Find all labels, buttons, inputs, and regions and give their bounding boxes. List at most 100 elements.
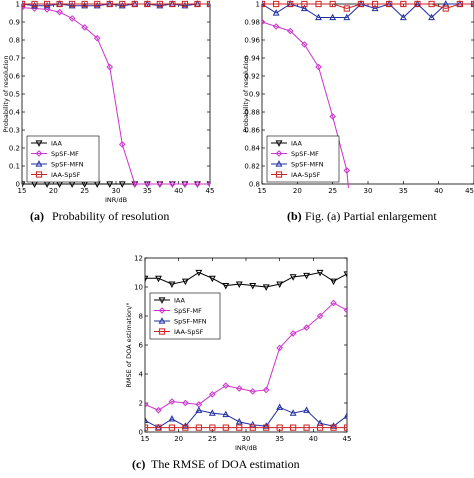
series-iaa-spsf-point xyxy=(371,0,379,8)
x-tick-label: 35 xyxy=(399,187,408,195)
series-spsf-mf-point xyxy=(276,344,283,352)
y-axis-label: RMSE of DOA estimation/° xyxy=(125,302,133,387)
y-axis-label: Probability of resolution xyxy=(242,55,250,132)
series-iaa-point xyxy=(208,275,216,283)
x-axis-label: INR/dB xyxy=(235,444,257,452)
legend-spsf-mfn-label: SpSF-MFN xyxy=(291,160,324,168)
series-spsf-mfn-point xyxy=(300,4,308,12)
series-spsf-mfn-point xyxy=(68,1,76,9)
series-iaa-spsf-point xyxy=(343,424,347,431)
series-iaa-spsf-point xyxy=(69,0,76,8)
series-spsf-mf-point xyxy=(81,24,88,31)
x-tick-label: 35 xyxy=(143,187,152,195)
series-spsf-mf-point xyxy=(249,388,257,395)
legend-spsf-mf-label: SpSF-MF xyxy=(291,150,319,158)
y-tick-label: 0.82 xyxy=(244,163,260,171)
series-iaa-spsf-point xyxy=(155,424,162,431)
series-spsf-mfn-point xyxy=(272,9,280,16)
y-tick-label: 0.4 xyxy=(9,109,21,117)
series-iaa-spsf-point xyxy=(330,424,337,431)
series-spsf-mf-point xyxy=(289,330,297,337)
series-spsf-mfn-point xyxy=(43,1,51,9)
series-spsf-mf-line xyxy=(145,302,347,411)
legend-iaa-spsf-marker xyxy=(35,171,43,178)
legend-iaa-marker xyxy=(35,140,43,147)
y-tick-label: 0.6 xyxy=(9,73,21,81)
series-spsf-mfn-point xyxy=(330,422,337,429)
y-tick-label: 0.5 xyxy=(9,91,20,99)
series-iaa-spsf-point xyxy=(470,0,474,8)
series-iaa-point xyxy=(155,275,162,283)
series-spsf-mf-line xyxy=(22,7,210,185)
series-spsf-mf-point xyxy=(316,312,324,320)
series-spsf-mf-point xyxy=(106,63,114,71)
y-tick-label: 0.2 xyxy=(9,145,20,153)
x-tick-label: 30 xyxy=(112,187,121,195)
series-iaa-spsf-point xyxy=(194,0,201,8)
series-spsf-mf-point xyxy=(144,180,151,188)
legend-iaa-spsf-label: IAA-SpSF xyxy=(174,328,204,336)
series-spsf-mfn-point xyxy=(118,1,126,9)
series-iaa-point xyxy=(289,274,297,281)
y-tick-label: 0.94 xyxy=(244,55,260,63)
series-spsf-mfn-point xyxy=(208,409,216,416)
series-iaa-spsf-line xyxy=(262,3,474,10)
series-iaa-point xyxy=(181,278,189,286)
series-iaa-spsf-point xyxy=(262,0,266,8)
y-tick-label: 0 xyxy=(16,181,20,189)
legend-spsf-mf-marker xyxy=(158,307,166,314)
series-spsf-mf-point xyxy=(169,180,176,188)
series-iaa-spsf-point xyxy=(106,0,113,8)
y-tick-label: 0.88 xyxy=(244,109,260,117)
series-spsf-mfn-point xyxy=(235,417,243,425)
caption-b-text: Fig. (a) Partial enlargement xyxy=(305,209,437,223)
series-spsf-mf-point xyxy=(145,401,149,408)
series-iaa-spsf-point xyxy=(343,5,350,12)
legend-spsf-mf-marker xyxy=(275,150,283,157)
series-spsf-mf-point xyxy=(330,299,337,307)
x-tick-label: 30 xyxy=(242,435,251,443)
series-spsf-mfn-line xyxy=(145,406,347,429)
series-iaa-spsf-point xyxy=(209,424,216,431)
series-spsf-mf-point xyxy=(329,113,336,120)
y-tick-label: 0.8 xyxy=(249,181,260,189)
series-layer xyxy=(22,0,210,188)
series-iaa-spsf-point xyxy=(386,0,393,8)
x-tick-label: 30 xyxy=(364,187,373,195)
y-tick-label: 0.96 xyxy=(244,37,260,45)
series-spsf-mfn-point xyxy=(81,1,89,9)
series-spsf-mfn-point xyxy=(222,410,230,418)
series-iaa-spsf-point xyxy=(56,0,63,8)
legend-iaa-label: IAA xyxy=(291,139,303,147)
series-spsf-mf-point xyxy=(131,180,139,188)
series-iaa-spsf-point xyxy=(131,0,138,8)
series-iaa-spsf-point xyxy=(145,424,149,431)
series-iaa-spsf-point xyxy=(316,424,324,431)
series-spsf-mf-point xyxy=(56,8,63,16)
series-spsf-mfn-point xyxy=(181,1,189,9)
series-spsf-mfn-point xyxy=(262,422,270,429)
legend-iaa-spsf-label: IAA-SpSF xyxy=(291,171,321,179)
y-tick-label: 10 xyxy=(134,284,143,292)
y-tick-label: 0.9 xyxy=(249,91,260,99)
series-spsf-mfn-point xyxy=(276,403,284,410)
series-iaa-point xyxy=(249,282,257,290)
series-iaa-point xyxy=(222,282,230,290)
series-layer xyxy=(145,269,347,431)
y-tick-label: 0.8 xyxy=(9,37,20,45)
series-iaa-spsf-point xyxy=(206,0,210,8)
y-tick-label: 12 xyxy=(134,255,143,263)
series-iaa-spsf-point xyxy=(156,0,163,8)
y-tick-label: 2 xyxy=(139,400,143,408)
series-iaa-spsf-point xyxy=(456,0,463,8)
series-spsf-mfn-point xyxy=(168,415,176,422)
x-tick-label: 15 xyxy=(18,187,27,195)
series-iaa-spsf-point xyxy=(181,0,189,8)
y-tick-label: 6 xyxy=(139,342,144,350)
series-iaa-point xyxy=(168,281,176,289)
x-tick-label: 20 xyxy=(293,187,302,195)
series-spsf-mf-point xyxy=(118,141,126,148)
series-spsf-mf-point xyxy=(358,316,363,321)
series-iaa-spsf-point xyxy=(428,0,435,8)
x-tick-label: 15 xyxy=(258,187,267,195)
